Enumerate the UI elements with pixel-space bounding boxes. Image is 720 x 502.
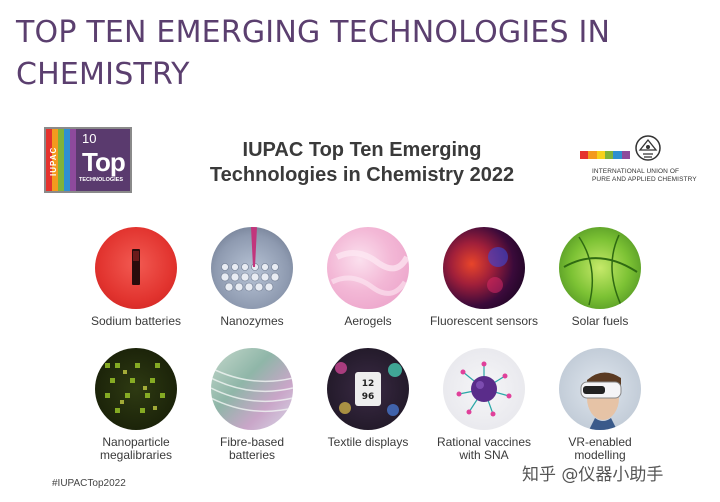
badge-number: 10 bbox=[82, 131, 97, 146]
tech-label-line1: Fluorescent sensors bbox=[429, 314, 539, 328]
tech-label: Nanozymes bbox=[190, 315, 314, 328]
tech-label-line1: Solar fuels bbox=[571, 314, 629, 328]
slide-title: TOP TEN EMERGING TECHNOLOGIES IN CHEMIST… bbox=[16, 15, 611, 92]
tech-item-vr-enabled-modelling: VR-enabled modelling bbox=[538, 348, 662, 462]
tech-label-line1: VR-enabled bbox=[568, 435, 632, 449]
iupac-color-bar bbox=[580, 151, 630, 159]
solar-fuel-image bbox=[559, 227, 641, 309]
iupac-logo-line1: INTERNATIONAL UNION OF bbox=[592, 168, 680, 175]
iupac-logo-text: INTERNATIONAL UNION OF PURE AND APPLIED … bbox=[592, 168, 710, 184]
tech-item-nanozymes: Nanozymes bbox=[190, 227, 314, 328]
vr-headset-image bbox=[559, 348, 641, 430]
badge-iupac-text: IUPAC bbox=[49, 146, 58, 176]
tech-item-fluorescent-sensors: Fluorescent sensors bbox=[422, 227, 546, 328]
tech-label: Fluorescent sensors bbox=[422, 315, 546, 328]
tech-label-line1: Nanoparticle bbox=[102, 435, 170, 449]
tech-label-line1: Textile displays bbox=[327, 435, 409, 449]
nanoparticle-image bbox=[95, 348, 177, 430]
tech-label-line2: modelling bbox=[574, 448, 626, 462]
tech-label: Rational vaccines with SNA bbox=[422, 436, 546, 462]
tech-label-line2: batteries bbox=[228, 448, 276, 462]
tech-label-line2: with SNA bbox=[459, 448, 509, 462]
svg-text:12: 12 bbox=[362, 379, 375, 389]
tech-item-rational-vaccines: Rational vaccines with SNA bbox=[422, 348, 546, 462]
tech-label-line1: Sodium batteries bbox=[90, 314, 182, 328]
badge-stripes bbox=[46, 129, 76, 191]
hashtag: #IUPACTop2022 bbox=[52, 478, 126, 489]
iupac-emblem-icon bbox=[635, 135, 661, 161]
tech-label-line1: Nanozymes bbox=[220, 314, 284, 328]
tech-label: Textile displays bbox=[306, 436, 430, 449]
tech-label: Sodium batteries bbox=[74, 315, 198, 328]
tech-label: Nanoparticle megalibraries bbox=[74, 436, 198, 462]
tech-label-line1: Rational vaccines bbox=[436, 435, 532, 449]
sodium-battery-image bbox=[95, 227, 177, 309]
vaccine-image bbox=[443, 348, 525, 430]
badge-top-text: Top bbox=[82, 147, 126, 177]
textile-display-image: 12 96 bbox=[327, 348, 409, 430]
tech-item-solar-fuels: Solar fuels bbox=[538, 227, 662, 328]
tech-item-textile-displays: 12 96 Textile displays bbox=[306, 348, 430, 449]
watermark: 知乎 @仪器小助手 bbox=[522, 465, 664, 485]
nanozyme-image bbox=[211, 227, 293, 309]
tech-label-line1: Aerogels bbox=[344, 314, 392, 328]
tech-item-nanoparticle-megalibraries: Nanoparticle megalibraries bbox=[74, 348, 198, 462]
iupac-logo: INTERNATIONAL UNION OF PURE AND APPLIED … bbox=[580, 132, 710, 192]
fluorescent-sensor-image bbox=[443, 227, 525, 309]
tech-item-sodium-batteries: Sodium batteries bbox=[74, 227, 198, 328]
badge-panel: 10 Top TECHNOLOGIES bbox=[76, 129, 130, 191]
badge-technologies-text: TECHNOLOGIES bbox=[79, 177, 124, 183]
tech-label-line1: Fibre-based bbox=[219, 435, 285, 449]
svg-text:96: 96 bbox=[362, 392, 375, 402]
aerogel-image bbox=[327, 227, 409, 309]
main-heading-line2: Technologies in Chemistry 2022 bbox=[209, 164, 515, 186]
iupac-top-ten-badge: IUPAC 10 Top TECHNOLOGIES bbox=[44, 127, 132, 193]
fibre-battery-image bbox=[211, 348, 293, 430]
main-heading-line1: IUPAC Top Ten Emerging bbox=[242, 139, 482, 161]
main-heading: IUPAC Top Ten Emerging Technologies in C… bbox=[182, 138, 542, 188]
tech-label: Aerogels bbox=[306, 315, 430, 328]
tech-label: VR-enabled modelling bbox=[538, 436, 662, 462]
tech-label: Solar fuels bbox=[538, 315, 662, 328]
tech-item-aerogels: Aerogels bbox=[306, 227, 430, 328]
tech-item-fibre-based-batteries: Fibre-based batteries bbox=[190, 348, 314, 462]
tech-label-line2: megalibraries bbox=[99, 448, 173, 462]
tech-label: Fibre-based batteries bbox=[190, 436, 314, 462]
iupac-logo-line2: PURE AND APPLIED CHEMISTRY bbox=[592, 176, 697, 183]
